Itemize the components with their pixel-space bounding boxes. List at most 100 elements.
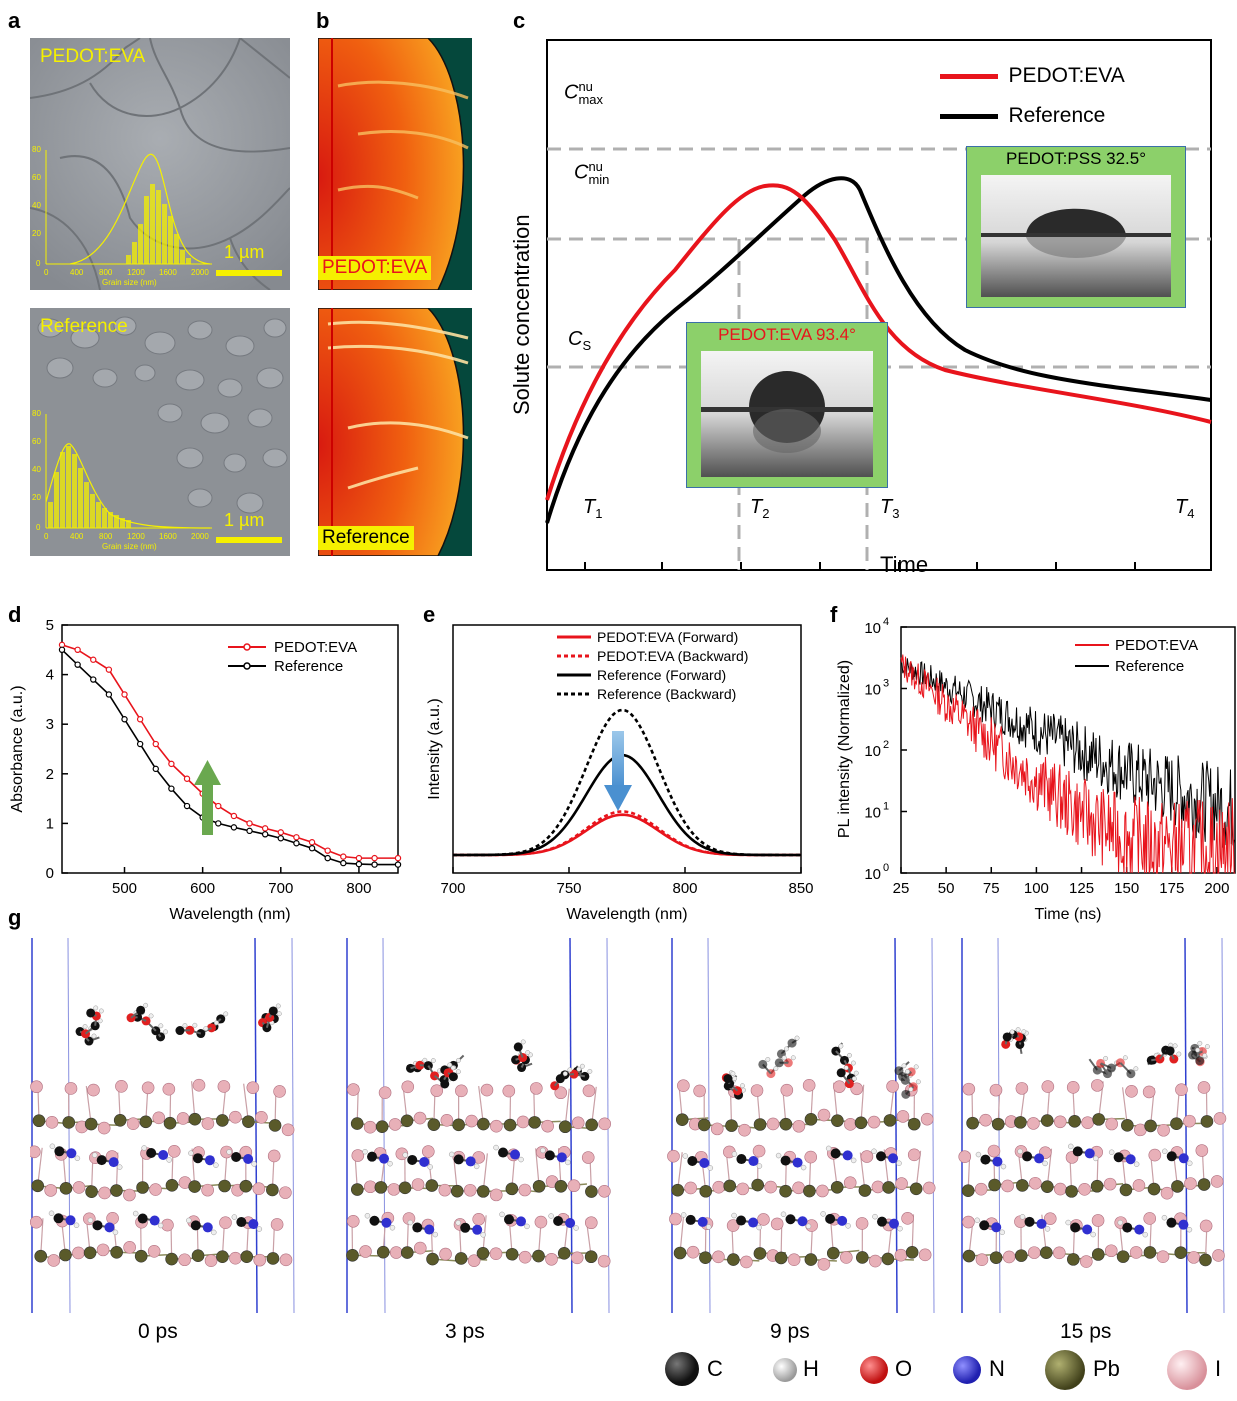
chart-d-ytick-label: 1 bbox=[46, 815, 54, 832]
chart-d-point bbox=[394, 861, 402, 868]
legend-e-label-1: PEDOT:EVA (Forward) bbox=[597, 629, 738, 645]
md-snapshots bbox=[27, 937, 1235, 1316]
legend-d-label-reference: Reference bbox=[274, 658, 343, 675]
svg-text:0: 0 bbox=[36, 523, 41, 532]
chart-f-ytick-exponent: 0 bbox=[883, 862, 889, 874]
svg-text:1200: 1200 bbox=[127, 268, 145, 277]
legend-d-label-pedot-eva: PEDOT:EVA bbox=[274, 639, 357, 656]
atom-label-n: N bbox=[989, 1356, 1005, 1381]
svg-text:40: 40 bbox=[32, 465, 41, 474]
svg-text:0: 0 bbox=[36, 259, 41, 268]
md-snapshot-3 bbox=[958, 937, 1227, 1314]
giwaxs-image-pedot-eva: PEDOT:EVA bbox=[318, 38, 472, 290]
chart-d-point bbox=[152, 740, 159, 748]
chart-c-svg: Time Solute concentration bbox=[509, 39, 1212, 577]
chart-f-xtick-label: 50 bbox=[938, 880, 955, 897]
level-label-cs: CS bbox=[568, 328, 592, 353]
chart-f-ytick-label: 10 bbox=[864, 620, 881, 637]
giwaxs-pattern-bottom bbox=[318, 308, 469, 556]
legend-c-swatch-black bbox=[940, 113, 998, 119]
giwaxs-label-top: PEDOT:EVA bbox=[318, 256, 432, 280]
chart-d-point bbox=[215, 802, 222, 810]
chart-e-xtick-label: 850 bbox=[788, 880, 813, 897]
inset-contact-angle-pss: PEDOT:PSS 32.5° bbox=[966, 146, 1186, 308]
chart-f-line-reference bbox=[900, 658, 1236, 848]
panel-label-a: a bbox=[8, 8, 21, 33]
sem-label-bottom: Reference bbox=[40, 316, 128, 337]
legend-c-label-reference: Reference bbox=[1008, 104, 1106, 127]
time-label-t1: T1 bbox=[583, 496, 603, 521]
chart-d-point bbox=[277, 829, 284, 836]
time-label-15ps: 15 ps bbox=[1060, 1320, 1112, 1343]
chart-d-ylabel: Absorbance (a.u.) bbox=[9, 685, 26, 812]
atom-icon-c bbox=[665, 1352, 699, 1386]
time-label-3ps: 3 ps bbox=[445, 1320, 485, 1343]
chart-e-ylabel: Intensity (a.u.) bbox=[426, 698, 443, 799]
svg-text:400: 400 bbox=[70, 532, 84, 541]
chart-c-line-reference bbox=[545, 176, 1212, 524]
legend-c-swatch-red bbox=[940, 73, 998, 79]
atom-icon-pb bbox=[1045, 1350, 1085, 1390]
panel-label-g: g bbox=[8, 905, 22, 930]
legend-d-marker-red bbox=[243, 643, 251, 651]
chart-d-svg: 500 600 700 800 0 1 2 3 4 5 Wavelength (nm) Absor… bbox=[9, 617, 402, 923]
chart-d-point bbox=[277, 835, 284, 842]
time-label-t4: T4 bbox=[1175, 496, 1195, 521]
time-label-9ps: 9 ps bbox=[770, 1320, 810, 1343]
chart-d-point bbox=[74, 661, 81, 668]
atom-label-h: H bbox=[803, 1356, 819, 1381]
chart-e-line-1 bbox=[452, 813, 802, 857]
svg-text:2000: 2000 bbox=[191, 532, 209, 541]
atom-label-i: I bbox=[1215, 1356, 1222, 1381]
scalebar-label-bottom: 1 µm bbox=[224, 510, 265, 530]
md-structure-figure bbox=[27, 937, 1227, 1314]
chart-d-point bbox=[355, 854, 363, 862]
chart-e-svg: 700 750 800 850 Wavelength (nm) Intensity (… bbox=[426, 624, 814, 923]
sem-image-reference: Reference 80 60 40 20 0 0 400 800 1200 1600 2000 bbox=[30, 308, 290, 556]
chart-d-point bbox=[90, 676, 97, 683]
chart-d-point bbox=[121, 691, 128, 698]
panel-label-c: c bbox=[513, 8, 526, 33]
chart-f-xlabel: Time (ns) bbox=[1035, 906, 1102, 923]
chart-f-ylabel: PL intensity (Normalized) bbox=[836, 660, 853, 838]
atom-label-o: O bbox=[895, 1356, 913, 1381]
legend-e-label-2: PEDOT:EVA (Backward) bbox=[597, 648, 748, 664]
atom-label-pb: Pb bbox=[1093, 1356, 1120, 1381]
panel-label-e: e bbox=[423, 602, 436, 627]
chart-f-xtick-label: 25 bbox=[893, 880, 910, 897]
chart-d-xtick-label: 500 bbox=[112, 880, 137, 897]
chart-d-point bbox=[105, 666, 113, 673]
chart-d-point bbox=[215, 820, 222, 827]
chart-d-point bbox=[121, 716, 128, 723]
time-label-t2: T2 bbox=[750, 496, 770, 521]
chart-d-ytick-label: 0 bbox=[46, 865, 54, 882]
chart-d-point bbox=[136, 740, 144, 748]
chart-d-frame bbox=[61, 624, 399, 874]
chart-f-ytick-exponent: 1 bbox=[883, 801, 889, 813]
chart-e-xlabel: Wavelength (nm) bbox=[566, 906, 687, 923]
atom-icon-n bbox=[953, 1356, 981, 1384]
chart-f-ytick-label: 10 bbox=[864, 743, 881, 760]
chart-d-point bbox=[293, 840, 300, 847]
chart-d-ytick-label: 4 bbox=[46, 667, 54, 684]
chart-e-xtick-label: 700 bbox=[440, 880, 465, 897]
chart-f-xtick-label: 175 bbox=[1159, 880, 1184, 897]
chart-f-xtick-label: 100 bbox=[1024, 880, 1049, 897]
atom-icon-i bbox=[1167, 1350, 1207, 1390]
chart-f-line-pedot-eva bbox=[900, 654, 1235, 874]
scalebar-top bbox=[216, 270, 282, 276]
chart-e-xtick-label: 800 bbox=[672, 880, 697, 897]
chart-d-point bbox=[340, 853, 347, 860]
chart-d-point bbox=[168, 785, 175, 792]
inset-title-pss: PEDOT:PSS 32.5° bbox=[1005, 149, 1147, 168]
chart-f-ytick-label: 10 bbox=[864, 866, 881, 883]
chart-d-point bbox=[355, 860, 363, 868]
atom-icon-o bbox=[860, 1356, 888, 1384]
chart-d-ytick-label: 2 bbox=[46, 766, 54, 783]
chart-d-point bbox=[261, 825, 269, 832]
chart-f-xtick-label: 150 bbox=[1114, 880, 1139, 897]
chart-d-point bbox=[105, 691, 113, 698]
svg-text:80: 80 bbox=[32, 409, 41, 418]
sem-image-pedot-eva: PEDOT:EVA 80 60 40 20 0 0 400 800 1200 1600 2000 … bbox=[30, 38, 290, 290]
